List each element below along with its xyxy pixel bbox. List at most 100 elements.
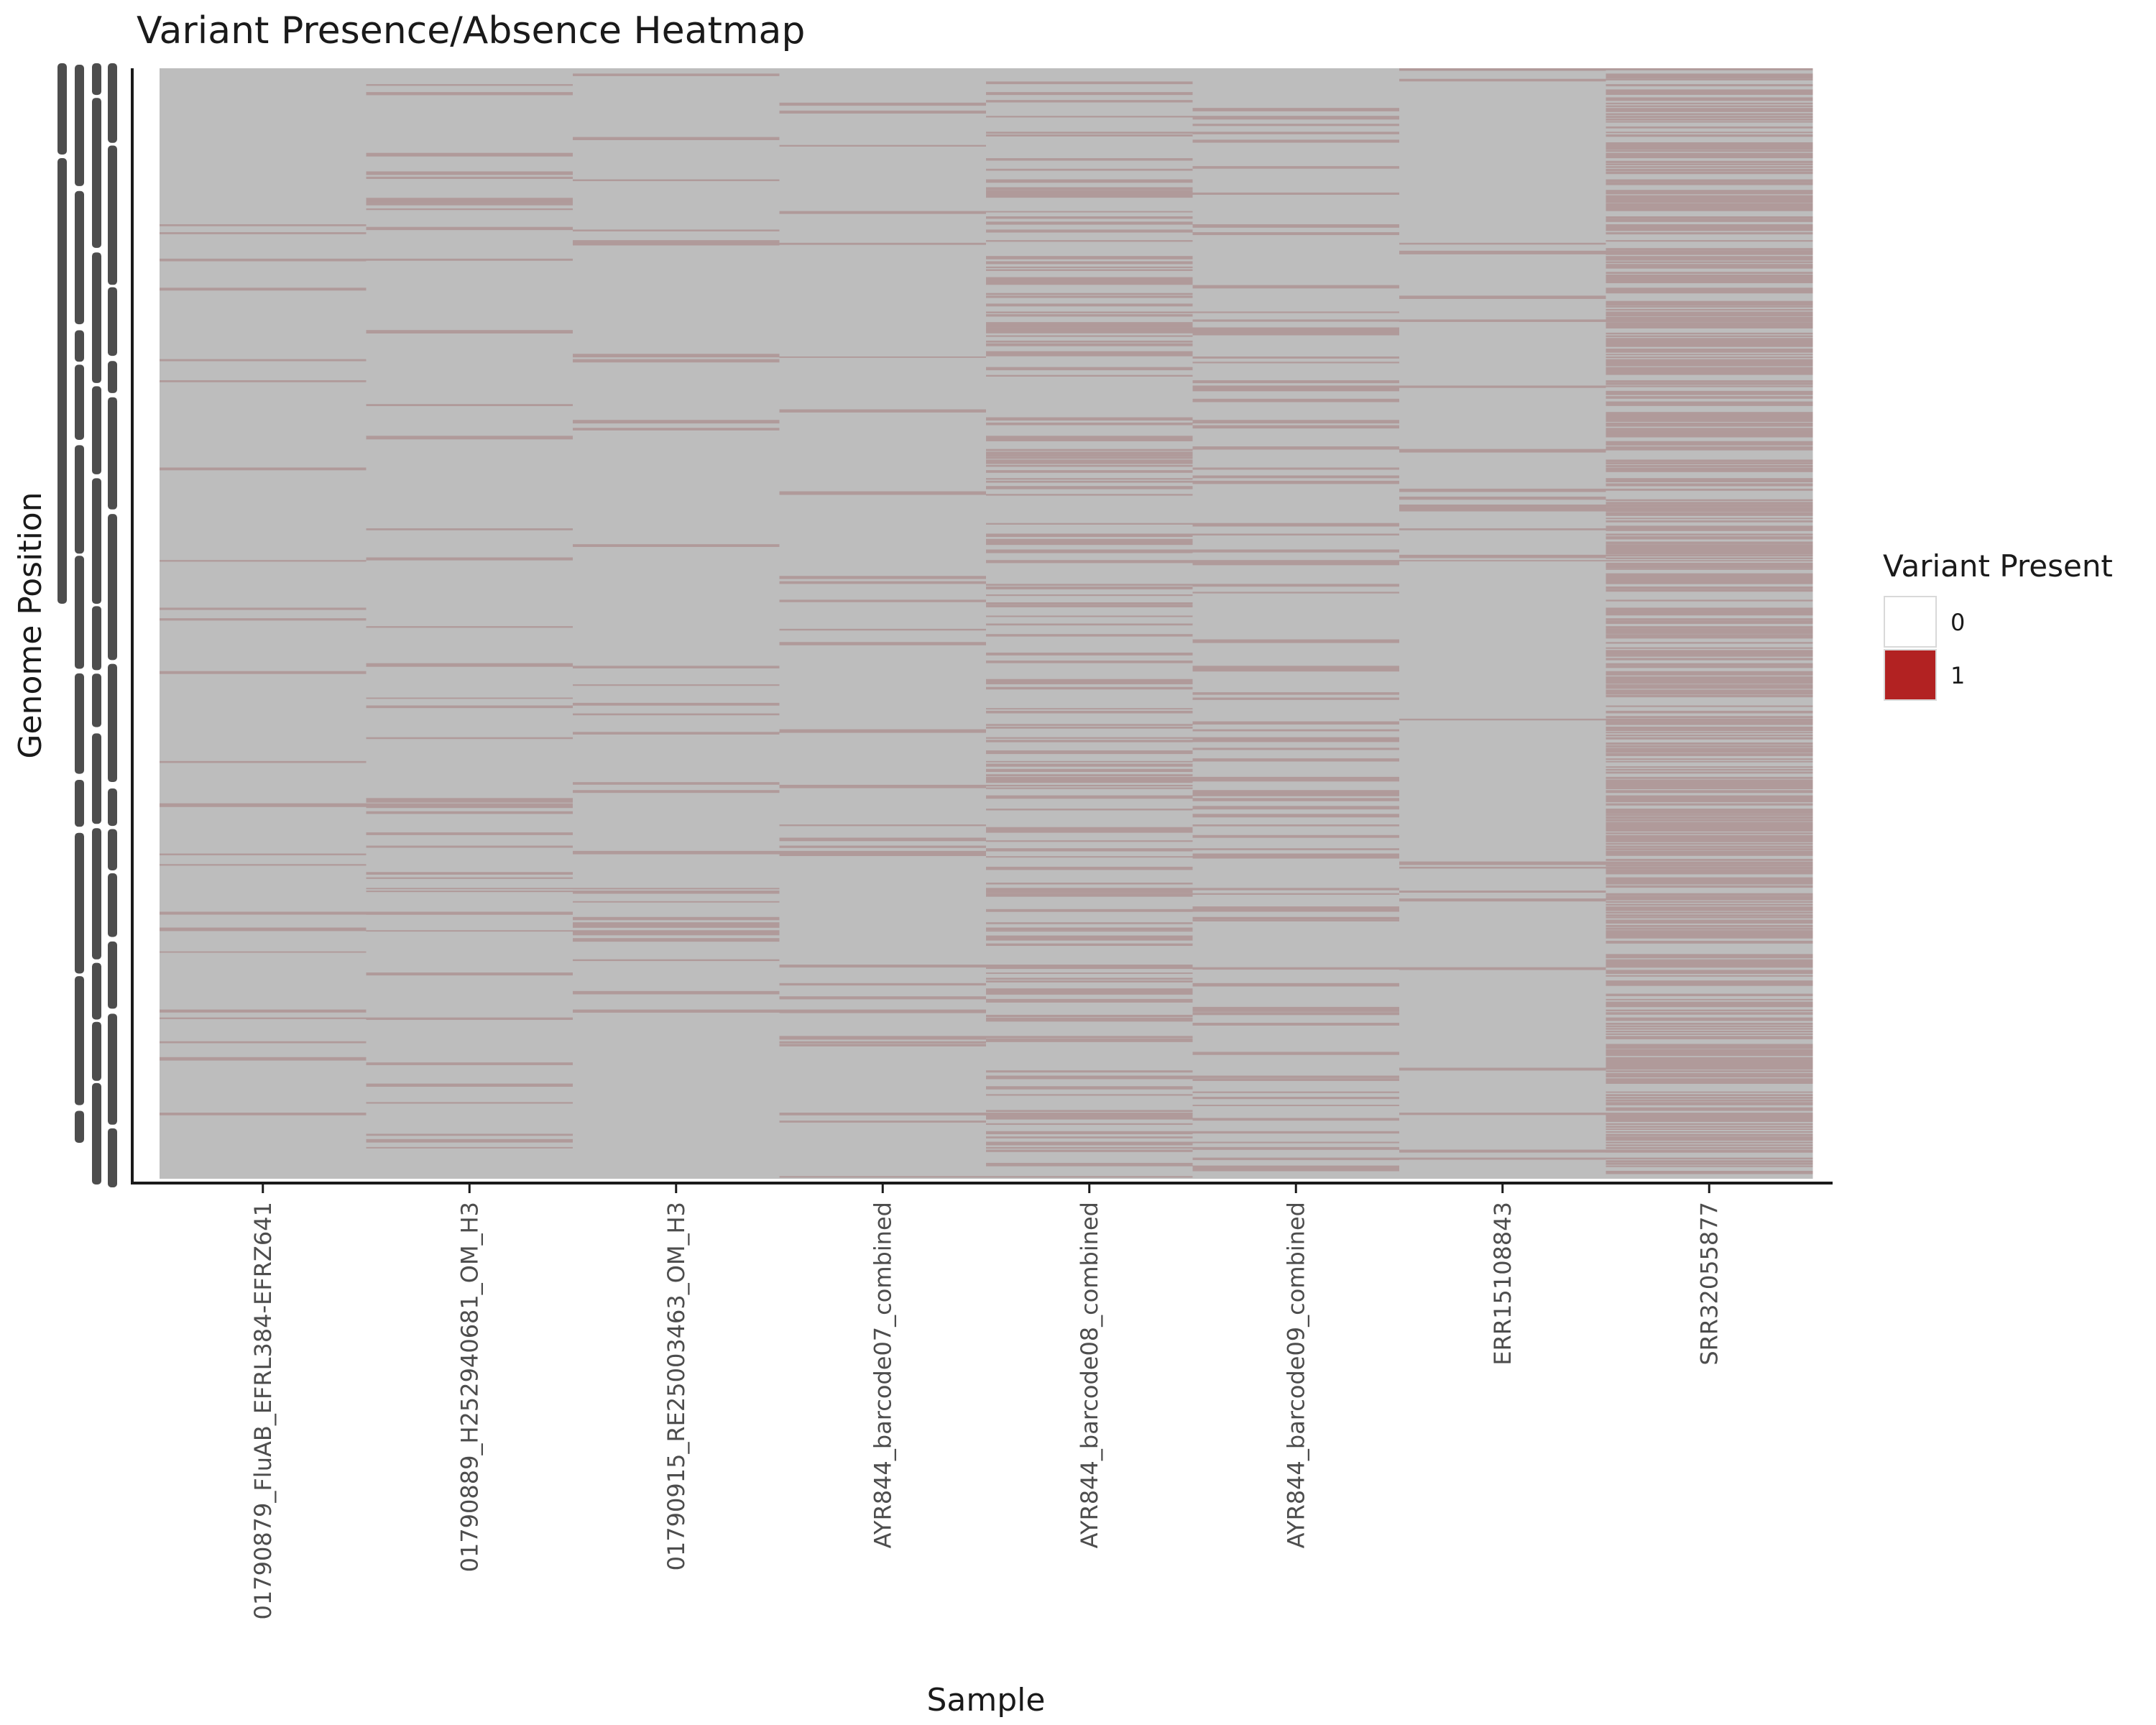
heatmap-cell: [986, 787, 1193, 789]
heatmap-cell: [986, 538, 1193, 543]
heatmap-cell: [779, 102, 987, 106]
heatmap-cell: [1606, 110, 1813, 112]
heatmap-cell: [1606, 576, 1813, 579]
y-tick-label-overlap: [108, 873, 117, 937]
heatmap-cell: [986, 261, 1193, 264]
heatmap-cell: [1606, 226, 1813, 230]
heatmap-cell: [1606, 478, 1813, 482]
heatmap-cell: [1192, 1078, 1400, 1081]
heatmap-cell: [779, 581, 987, 584]
heatmap-cell: [779, 729, 987, 733]
heatmap-cell: [1192, 908, 1400, 912]
heatmap-cell: [986, 277, 1193, 281]
heatmap-cell: [1192, 1091, 1400, 1093]
heatmap-cell: [1192, 224, 1400, 228]
heatmap-cell: [1606, 850, 1813, 855]
heatmap-cell: [1606, 126, 1813, 129]
heatmap-cell: [1606, 750, 1813, 753]
y-tick-label-overlap: [108, 397, 117, 510]
heatmap-cell: [1606, 428, 1813, 431]
heatmap-cell: [986, 604, 1193, 607]
heatmap-cell: [1606, 916, 1813, 919]
heatmap-cell: [1606, 367, 1813, 371]
heatmap-cell: [1606, 721, 1813, 725]
heatmap-cell: [1606, 1126, 1813, 1128]
heatmap-cell: [1192, 1009, 1400, 1012]
heatmap-cell: [1606, 546, 1813, 551]
y-tick-label-overlap: [92, 962, 101, 1020]
heatmap-cell: [1606, 1113, 1813, 1116]
heatmap-cell: [1606, 436, 1813, 438]
heatmap-cell: [1606, 541, 1813, 544]
heatmap-cell: [1606, 483, 1813, 487]
heatmap-cell: [1606, 340, 1813, 344]
heatmap-cell: [573, 666, 780, 668]
heatmap-cell: [1606, 692, 1813, 695]
heatmap-cell: [1399, 242, 1606, 245]
heatmap-cell: [779, 1044, 987, 1046]
heatmap-cell: [1399, 68, 1606, 71]
heatmap-cell: [779, 110, 987, 114]
heatmap-cell: [1192, 806, 1400, 810]
heatmap-cell: [573, 354, 780, 358]
heatmap-cell: [986, 367, 1193, 371]
heatmap-cell: [1606, 300, 1813, 304]
heatmap-cell: [986, 1115, 1193, 1119]
y-tick-label-overlap: [92, 1082, 101, 1184]
heatmap-cell: [1606, 1052, 1813, 1055]
heatmap-cell: [986, 374, 1193, 377]
heatmap-cell: [1192, 906, 1400, 911]
heatmap-cell: [1606, 840, 1813, 842]
heatmap-cell: [779, 784, 987, 788]
heatmap-cell: [1606, 766, 1813, 768]
heatmap-cell: [1606, 525, 1813, 529]
heatmap-cell: [366, 208, 573, 211]
heatmap-cell: [1606, 1118, 1813, 1121]
heatmap-cell: [1606, 1033, 1813, 1035]
heatmap-cell: [986, 1017, 1193, 1021]
heatmap-cell: [573, 732, 780, 735]
heatmap-cell: [573, 179, 780, 182]
heatmap-cell: [986, 840, 1193, 842]
heatmap-cell: [779, 628, 987, 631]
heatmap-cell: [1606, 134, 1813, 137]
heatmap-cell: [1606, 811, 1813, 814]
heatmap-cell: [1192, 124, 1400, 126]
heatmap-cell: [366, 557, 573, 561]
heatmap-cell: [986, 195, 1193, 198]
heatmap-cell: [1192, 584, 1400, 587]
x-tick-label: AYR844_barcode07_combined: [869, 1202, 896, 1548]
heatmap-cell: [160, 951, 367, 953]
heatmap-cell: [1606, 906, 1813, 910]
heatmap-cell: [1606, 152, 1813, 157]
heatmap-cell: [1606, 885, 1813, 888]
heatmap-cell: [986, 927, 1193, 931]
heatmap-cell: [1606, 258, 1813, 261]
heatmap-cell: [160, 618, 367, 621]
heatmap-cell: [1606, 510, 1813, 512]
heatmap-cell: [779, 1176, 987, 1178]
heatmap-cell: [1606, 853, 1813, 856]
heatmap-cell: [986, 303, 1193, 307]
heatmap-cell: [1606, 784, 1813, 788]
heatmap-cell: [986, 584, 1193, 586]
heatmap-cell: [1606, 612, 1813, 616]
y-tick-label-overlap: [92, 252, 101, 383]
heatmap-cell: [986, 295, 1193, 298]
heatmap-cell: [1192, 697, 1400, 700]
heatmap-cell: [1606, 1044, 1813, 1047]
heatmap-cell: [986, 560, 1193, 564]
heatmap-cell: [1192, 853, 1400, 857]
heatmap-cell: [1606, 718, 1813, 722]
heatmap-cell: [366, 811, 573, 814]
heatmap-cell: [1606, 607, 1813, 611]
heatmap-cell: [1192, 380, 1400, 384]
heatmap-cell: [779, 356, 987, 358]
heatmap-cell: [986, 1070, 1193, 1073]
heatmap-cell: [1606, 1028, 1813, 1030]
heatmap-cell: [1606, 155, 1813, 159]
heatmap-cell: [1606, 166, 1813, 168]
heatmap-cell: [986, 340, 1193, 343]
heatmap-cell: [1606, 568, 1813, 570]
heatmap-cell: [986, 327, 1193, 331]
